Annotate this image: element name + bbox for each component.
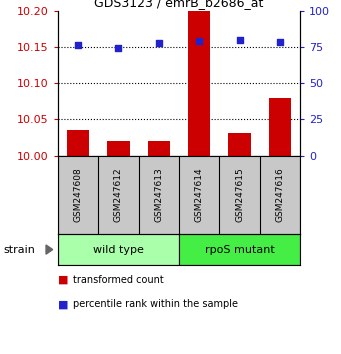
Point [75, 42, 81, 47]
Text: GSM247612: GSM247612 [114, 167, 123, 222]
Text: ■: ■ [58, 299, 69, 309]
Text: GSM247616: GSM247616 [276, 167, 284, 222]
Text: GSM247608: GSM247608 [74, 167, 83, 222]
Point [156, 40, 162, 46]
Text: wild type: wild type [93, 245, 144, 255]
Bar [228, 132, 251, 156]
Bar [107, 141, 130, 156]
Point [237, 37, 242, 42]
Text: GSM247613: GSM247613 [154, 167, 163, 222]
Text: GSM247615: GSM247615 [235, 167, 244, 222]
Text: ■: ■ [58, 275, 69, 285]
Bar [269, 98, 291, 156]
Text: strain: strain [3, 245, 35, 255]
Point [196, 38, 202, 44]
Polygon shape [46, 245, 53, 254]
Text: rpoS mutant: rpoS mutant [205, 245, 275, 255]
Text: GSM247614: GSM247614 [195, 167, 204, 222]
Bar [148, 141, 170, 156]
Point [116, 46, 121, 51]
Bar [179, 234, 300, 266]
Title: GDS3123 / emrB_b2686_at: GDS3123 / emrB_b2686_at [94, 0, 264, 10]
Bar [67, 130, 89, 156]
Text: percentile rank within the sample: percentile rank within the sample [73, 299, 238, 309]
Point [277, 39, 283, 45]
Text: transformed count: transformed count [73, 275, 164, 285]
Bar [58, 234, 179, 266]
Bar [188, 11, 210, 156]
